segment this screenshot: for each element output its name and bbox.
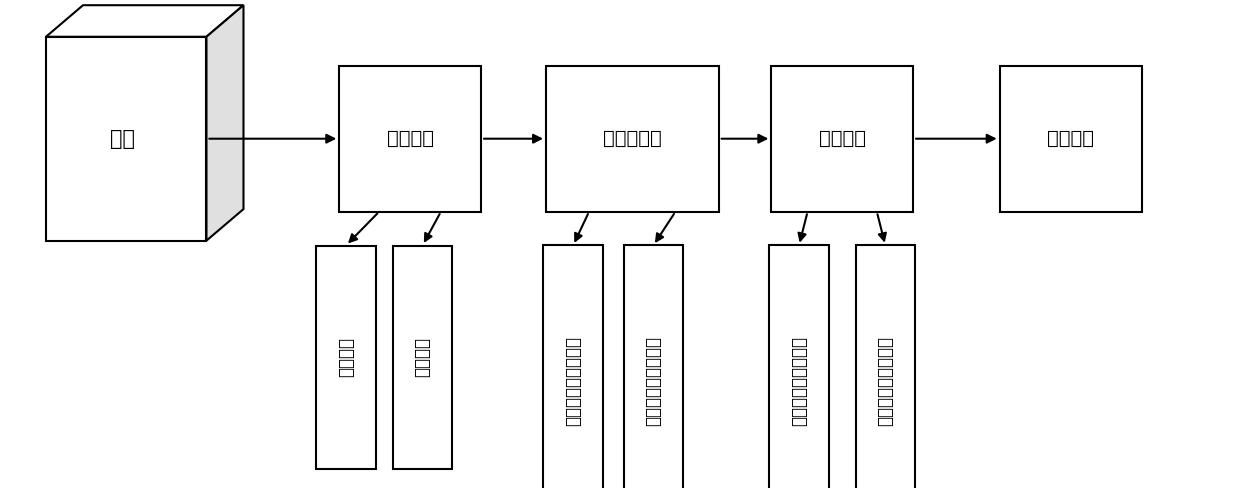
Text: 基于像素的实时重建: 基于像素的实时重建 [877, 336, 894, 426]
Bar [856, 246, 915, 491]
Bar [393, 246, 453, 469]
Bar [624, 246, 683, 491]
Bar [46, 37, 207, 241]
Polygon shape [46, 5, 243, 37]
Text: 数据预处理: 数据预处理 [603, 129, 662, 148]
Bar [769, 246, 828, 491]
Bar [340, 66, 481, 212]
Text: 设备: 设备 [110, 129, 135, 149]
Text: 结果展示: 结果展示 [1047, 129, 1094, 148]
Text: 位置信息: 位置信息 [413, 337, 432, 377]
Text: 实时获取数据并处理: 实时获取数据并处理 [645, 336, 662, 426]
Text: 采集数据后进行处理: 采集数据后进行处理 [564, 336, 582, 426]
Bar [771, 66, 913, 212]
Bar [316, 246, 376, 469]
Text: 二维图像: 二维图像 [337, 337, 355, 377]
Bar [999, 66, 1142, 212]
Text: 基于体素的加速重建: 基于体素的加速重建 [790, 336, 808, 426]
Text: 数据获取: 数据获取 [387, 129, 434, 148]
Bar [546, 66, 719, 212]
Bar [543, 246, 603, 491]
Text: 数据重建: 数据重建 [818, 129, 866, 148]
Polygon shape [207, 5, 243, 241]
